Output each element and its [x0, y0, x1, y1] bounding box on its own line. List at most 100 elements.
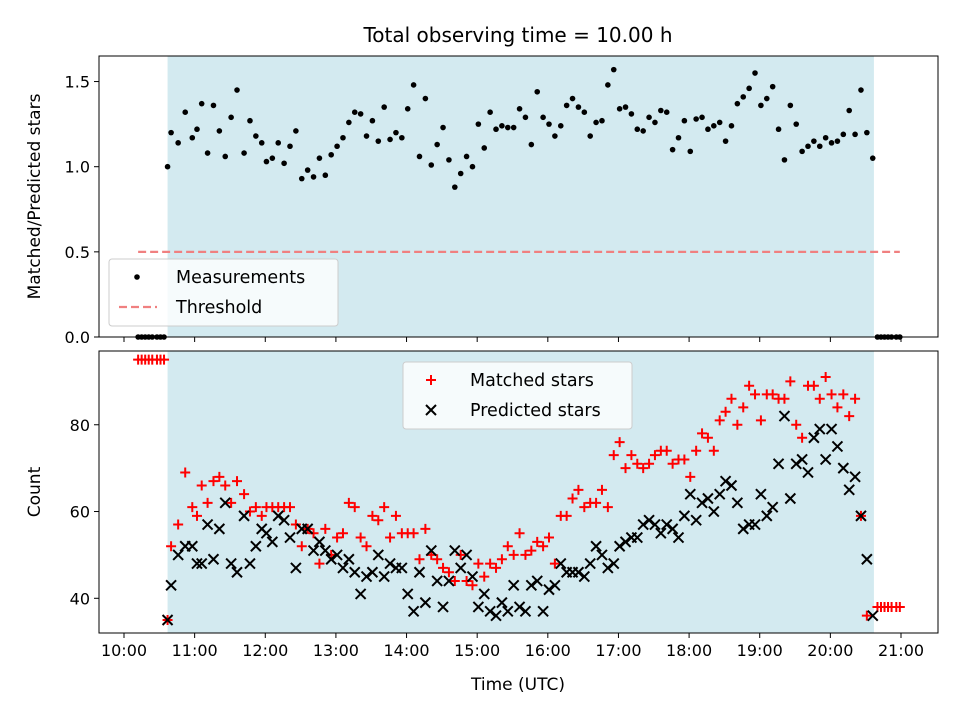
legend: Matched stars Predicted stars: [402, 361, 633, 430]
data-point: [244, 506, 255, 517]
x-tick-label: 15:00: [454, 641, 500, 660]
data-point: [867, 609, 879, 622]
data-point: [825, 423, 838, 435]
data-point: [643, 514, 655, 526]
data-point: [349, 502, 360, 513]
data-point: [543, 583, 555, 596]
series-matched-stars: [133, 354, 905, 625]
data-point: [726, 393, 737, 404]
data-point: [738, 402, 749, 413]
data-point: [579, 502, 590, 513]
data-point: [244, 557, 256, 570]
data-point: [557, 123, 564, 129]
data-point: [186, 540, 198, 552]
data-point: [861, 553, 873, 565]
data-point: [390, 510, 401, 521]
data-point: [787, 102, 794, 109]
data-point: [484, 605, 496, 618]
y-tick-label: 1.0: [65, 158, 90, 177]
data-point: [538, 541, 549, 552]
data-point: [808, 432, 820, 444]
data-point: [413, 566, 426, 578]
data-point: [514, 528, 525, 539]
data-point: [714, 415, 725, 426]
data-point: [210, 102, 217, 109]
data-point: [247, 117, 253, 124]
data-point: [549, 579, 561, 591]
data-point: [894, 601, 905, 612]
data-point: [438, 562, 449, 573]
data-point: [481, 145, 488, 151]
data-point: [363, 133, 370, 139]
data-point: [620, 463, 631, 474]
chart-title: Total observing time = 10.00 h: [362, 23, 672, 47]
y-tick-label: 80: [70, 416, 90, 435]
data-point: [599, 117, 605, 124]
data-point: [502, 541, 513, 552]
data-point: [337, 528, 348, 539]
data-point: [855, 510, 867, 522]
y-tick-label: 40: [70, 589, 90, 608]
data-point: [263, 158, 270, 165]
data-point: [454, 562, 467, 574]
data-point: [355, 532, 366, 543]
data-point: [475, 121, 482, 127]
data-point: [746, 85, 752, 92]
data-point: [399, 134, 405, 141]
data-point: [226, 497, 237, 508]
data-point: [402, 588, 414, 600]
data-point: [525, 579, 538, 591]
data-point: [222, 153, 229, 160]
data-point: [728, 123, 735, 129]
y-tick-label: 0.0: [65, 328, 90, 347]
panel-bottom: 40 60 80 10:00 11:00 12:00 13:00 14:00 15:00 16:0…: [25, 350, 939, 660]
data-point: [772, 458, 785, 470]
data-point: [705, 126, 711, 133]
data-point: [678, 510, 691, 522]
data-point: [578, 570, 591, 583]
data-point: [549, 558, 560, 569]
data-point: [755, 488, 767, 500]
data-point: [357, 111, 364, 117]
data-point: [375, 138, 382, 144]
data-point: [168, 129, 174, 136]
data-point: [619, 536, 632, 548]
data-point: [679, 454, 690, 465]
data-point: [713, 488, 726, 500]
x-tick-label: 20:00: [807, 641, 853, 660]
data-point: [478, 588, 490, 600]
data-point: [534, 88, 541, 95]
data-point: [610, 66, 617, 73]
data-point: [175, 140, 181, 146]
data-point: [293, 128, 299, 134]
data-point: [528, 141, 535, 148]
data-point: [496, 554, 507, 565]
data-point: [234, 87, 240, 93]
data-point: [407, 605, 420, 618]
data-point: [452, 184, 458, 190]
data-point: [443, 575, 455, 587]
data-point: [632, 458, 643, 469]
data-point: [555, 557, 567, 570]
data-point: [608, 450, 619, 461]
data-point: [602, 562, 614, 574]
data-point: [838, 389, 849, 400]
series-measurements: [135, 66, 903, 340]
data-point: [672, 531, 685, 544]
legend: Measurements Threshold: [108, 258, 339, 327]
legend-marker: [426, 375, 436, 385]
data-point: [173, 519, 184, 530]
data-point: [667, 458, 678, 469]
data-point: [719, 475, 732, 487]
data-point: [253, 133, 259, 139]
data-point: [822, 134, 829, 141]
data-point: [343, 553, 355, 565]
data-point: [775, 126, 782, 133]
data-point: [532, 536, 543, 547]
data-point: [722, 138, 729, 144]
data-point: [214, 471, 225, 482]
data-point: [275, 140, 282, 146]
data-point: [182, 109, 189, 115]
data-point: [239, 489, 250, 500]
legend-box: [108, 258, 339, 327]
